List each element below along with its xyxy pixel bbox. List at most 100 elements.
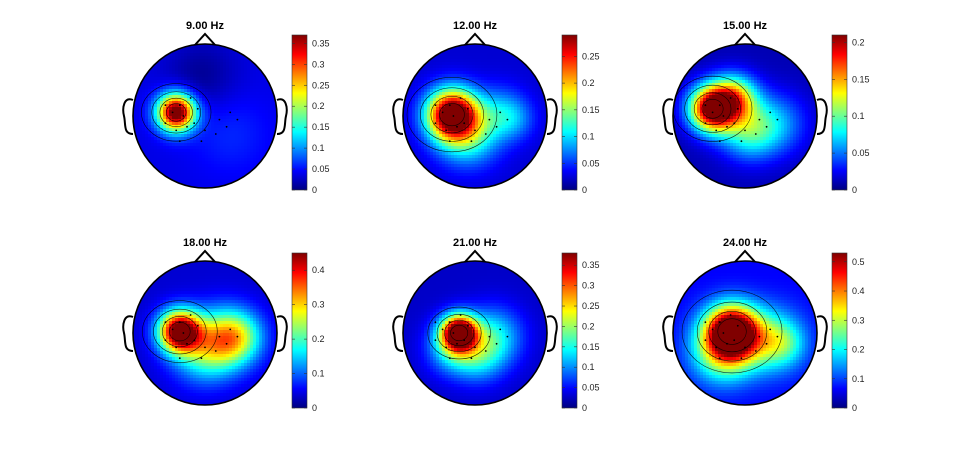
electrode-marker: [186, 342, 188, 345]
electrode-marker: [189, 97, 192, 99]
electrode-marker: [456, 125, 458, 128]
right-ear-outline: [276, 315, 288, 352]
colorbar-gradient: [291, 252, 308, 409]
electrode-marker: [441, 111, 444, 114]
electrode-marker: [506, 335, 509, 338]
left-ear-outline: [122, 315, 134, 352]
electrode-marker: [711, 328, 714, 331]
colorbar-tick-label: 0.3: [852, 315, 865, 325]
contour-line: [153, 308, 207, 355]
contour-line: [141, 83, 212, 142]
head-outline: [402, 260, 548, 406]
colorbar-tick-label: 0: [852, 185, 857, 195]
electrode-marker: [193, 339, 196, 342]
electrode-marker: [718, 140, 721, 143]
topoplot-panel: 9.00 Hz 0 0.05 0.1 0.15 0.2 0.25 0.3 0.35: [122, 20, 330, 195]
contour-line: [444, 319, 475, 347]
electrode-marker: [448, 321, 451, 324]
left-ear-outline: [662, 315, 674, 352]
electrode-marker: [718, 321, 721, 324]
electrode-marker: [740, 140, 743, 143]
electrode-marker: [456, 342, 458, 345]
head-outline: [402, 43, 548, 189]
electrode-marker: [171, 328, 174, 331]
colorbar-tick-label: 0.4: [312, 265, 325, 275]
electrode-marker: [171, 111, 174, 114]
electrode-marker: [736, 107, 739, 110]
electrode-marker: [214, 350, 217, 352]
electrode-marker: [765, 342, 768, 345]
contour-line: [696, 301, 768, 362]
left-ear-outline: [662, 98, 674, 135]
electrode-marker: [196, 107, 199, 110]
electrode-marker: [718, 104, 721, 107]
electrode-marker: [736, 324, 739, 327]
electrode-marker: [729, 97, 732, 99]
nose-outline: [193, 32, 217, 47]
panel-title: 21.00 Hz: [453, 237, 498, 249]
electrode-marker: [164, 339, 167, 342]
electrode-marker: [466, 324, 469, 327]
electrode-marker: [744, 346, 746, 349]
colorbar-tick-label: 0.15: [582, 105, 600, 115]
colorbar-tick-label: 0: [312, 185, 317, 195]
colorbar: 0 0.05 0.1 0.15 0.2 0.25: [561, 34, 600, 195]
colorbar-tick-label: 0.15: [852, 74, 870, 84]
electrode-marker: [445, 346, 448, 349]
electrode-marker: [164, 104, 167, 107]
colorbar: 0 0.1 0.2 0.3 0.4: [291, 252, 325, 413]
electrode-marker: [445, 129, 448, 132]
electrode-marker: [204, 129, 206, 132]
colorbar-tick-label: 0: [582, 403, 587, 413]
electrode-marker: [495, 342, 498, 345]
electrode-marker: [726, 342, 728, 345]
nose-outline: [733, 32, 757, 47]
colorbar-tick-label: 0.1: [852, 111, 865, 121]
head-outline: [672, 260, 818, 406]
panel-title: 12.00 Hz: [453, 20, 498, 32]
electrode-marker: [200, 357, 203, 360]
electrode-marker: [175, 129, 178, 132]
colorbar-tick-label: 0.15: [582, 342, 600, 352]
colorbar-tick-label: 0.1: [582, 362, 595, 372]
colorbar-tick-label: 0.25: [582, 51, 600, 61]
left-ear-outline: [122, 98, 134, 135]
colorbar: 0 0.05 0.1 0.15 0.2: [831, 34, 870, 195]
electrode-marker: [434, 339, 437, 342]
electrode-marker: [715, 129, 718, 132]
colorbar-tick-label: 0.1: [312, 369, 325, 379]
electrode-marker: [452, 332, 455, 334]
electrode-marker: [495, 125, 498, 128]
topoplot-panel: 12.00 Hz 0 0.05 0.1 0.15 0.2 0.25: [392, 20, 600, 195]
electrode-marker: [189, 314, 192, 316]
electrode-marker: [744, 129, 746, 132]
colorbar-gradient: [831, 252, 848, 409]
panel-title: 15.00 Hz: [723, 20, 768, 32]
electrode-marker: [204, 346, 206, 349]
electrode-marker: [459, 97, 462, 99]
electrode-marker: [178, 321, 181, 324]
colorbar-tick-label: 0.05: [582, 158, 600, 168]
electrode-marker: [758, 118, 761, 121]
electrode-marker: [214, 133, 217, 135]
electrode-marker: [754, 350, 757, 352]
electrode-marker: [740, 357, 743, 360]
nose-outline: [193, 249, 217, 264]
topoplot-panel: 24.00 Hz 0 0.1 0.2 0.3 0.4 0.5: [662, 237, 865, 413]
electrode-marker: [470, 140, 473, 143]
electrode-marker: [434, 122, 437, 125]
colorbar-tick-label: 0.35: [582, 260, 600, 270]
right-ear-outline: [546, 315, 558, 352]
right-ear-outline: [816, 315, 828, 352]
colorbar-tick-label: 0.1: [852, 374, 865, 384]
colorbar-gradient: [291, 34, 308, 191]
colorbar-tick-label: 0: [312, 403, 317, 413]
colorbar-tick-label: 0.2: [312, 334, 325, 344]
electrode-marker: [229, 328, 232, 331]
contour-line: [693, 92, 732, 126]
electrode-marker: [434, 321, 437, 324]
electrode-marker: [452, 115, 455, 117]
electrode-marker: [474, 129, 476, 132]
electrode-marker: [499, 111, 502, 114]
electrode-marker: [711, 111, 714, 114]
